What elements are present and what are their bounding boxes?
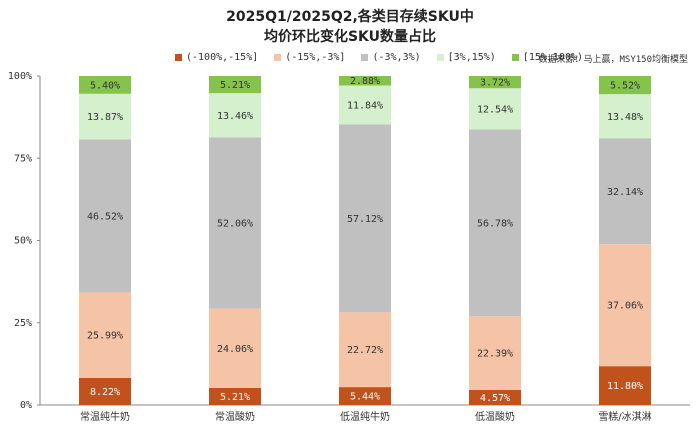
legend-item: [3%,15%) xyxy=(436,52,496,63)
source-note: 数据来源：马上赢，MSY150均衡模型 xyxy=(538,55,688,65)
data-label: 46.52% xyxy=(87,211,123,222)
bar-segment xyxy=(209,76,261,94)
bar-segment xyxy=(339,85,391,125)
legend-item: (-3%,3%) xyxy=(361,52,421,63)
legend-label: [15%,100%) xyxy=(522,52,584,63)
legend: (-100%,-15%] (-15%,-3%] (-3%,3%) [3%,15%… xyxy=(175,52,583,63)
chart-title-line-1: 2025Q1/2025Q2,各类目存续SKU中 xyxy=(226,9,474,25)
bar-segment xyxy=(599,76,651,95)
bar-segment xyxy=(209,387,261,405)
data-label: 52.06% xyxy=(217,219,253,230)
bar-segment xyxy=(339,312,391,388)
data-label: 8.22% xyxy=(90,387,120,398)
bar-segment xyxy=(599,94,651,139)
legend-swatch xyxy=(175,54,182,61)
legend-swatch xyxy=(511,54,519,61)
legend-label: (-100%,-15%] xyxy=(186,52,259,63)
bar-segment xyxy=(79,93,131,140)
data-label: 13.48% xyxy=(607,112,643,123)
legend-label: (-15%,-3%] xyxy=(285,52,346,63)
bar-segment xyxy=(339,387,391,405)
data-label: 37.06% xyxy=(607,301,643,312)
data-label: 4.57% xyxy=(480,393,510,404)
bar-segment xyxy=(599,366,651,405)
legend-swatch xyxy=(361,54,369,61)
bar-segment xyxy=(469,316,521,390)
chart-title-line-2: 均价环比变化SKU数量占比 xyxy=(263,29,437,45)
x-category-label: 常温酸奶 xyxy=(215,410,255,423)
data-label: 5.40% xyxy=(90,80,120,91)
bar-segment xyxy=(469,129,521,317)
legend-swatch xyxy=(436,54,444,61)
legend-item: (-15%,-3%] xyxy=(274,52,345,63)
data-label: 12.54% xyxy=(477,104,513,115)
data-label: 11.84% xyxy=(347,100,383,111)
x-category-label: 雪糕/冰淇淋 xyxy=(598,410,651,423)
bar-segment xyxy=(469,389,521,405)
bar-segment xyxy=(599,138,651,245)
data-label: 5.44% xyxy=(350,392,380,403)
data-label: 56.78% xyxy=(477,218,513,229)
y-tick-label: 75% xyxy=(14,153,32,164)
data-label: 5.52% xyxy=(610,81,640,92)
data-label: 2.88% xyxy=(350,76,380,87)
bar-segment xyxy=(209,308,261,388)
data-label: 3.72% xyxy=(480,78,510,89)
y-tick-label: 50% xyxy=(14,236,32,247)
bar-segment xyxy=(469,76,521,89)
bar-segment xyxy=(209,137,261,309)
legend-item: [15%,100%) xyxy=(511,52,584,63)
data-label: 5.21% xyxy=(220,80,250,91)
data-label: 13.87% xyxy=(87,112,123,123)
data-label: 11.80% xyxy=(607,381,643,392)
data-label: 24.06% xyxy=(217,344,253,355)
data-label: 22.72% xyxy=(347,345,383,356)
bar-segment xyxy=(339,76,391,86)
data-label: 5.21% xyxy=(220,392,250,403)
legend-label: (-3%,3%) xyxy=(372,52,421,63)
data-label: 57.12% xyxy=(347,214,383,225)
y-tick-label: 0% xyxy=(20,400,32,411)
x-category-label: 低温纯牛奶 xyxy=(340,410,390,423)
data-label: 13.46% xyxy=(217,111,253,122)
y-tick-label: 25% xyxy=(14,318,32,329)
x-category-label: 低温酸奶 xyxy=(475,410,515,423)
bar-segment xyxy=(339,124,391,313)
bar-segment xyxy=(79,292,131,378)
bar-segment xyxy=(209,93,261,138)
bar-segment xyxy=(79,76,131,94)
bar-segment xyxy=(599,244,651,367)
bar-segment xyxy=(79,139,131,293)
legend-swatch xyxy=(274,54,282,61)
data-label: 32.14% xyxy=(607,187,643,198)
bar-segment xyxy=(469,88,521,130)
y-tick-label: 100% xyxy=(8,71,32,82)
legend-label: [3%,15%) xyxy=(447,52,496,63)
data-label: 25.99% xyxy=(87,331,123,342)
data-label: 22.39% xyxy=(477,349,513,360)
bar-segment xyxy=(79,377,131,405)
legend-item: (-100%,-15%] xyxy=(175,52,258,63)
x-category-label: 常温纯牛奶 xyxy=(80,410,130,423)
